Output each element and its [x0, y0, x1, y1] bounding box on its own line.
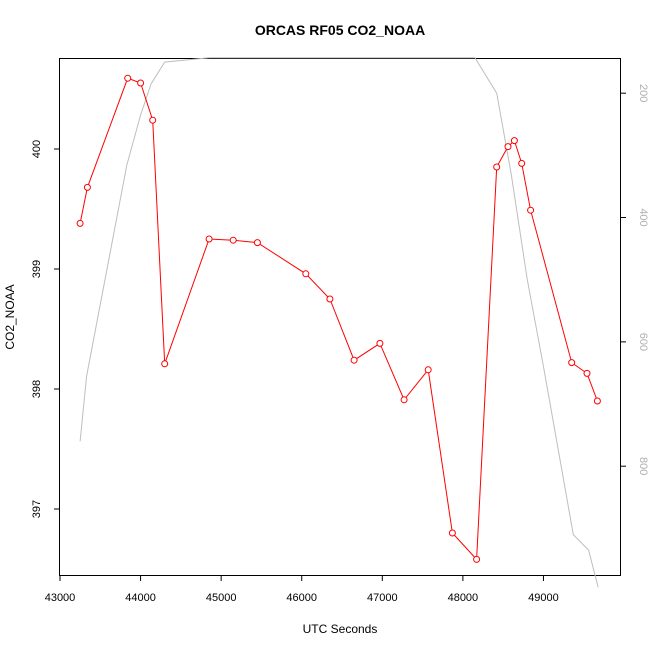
- co2-point: [593, 397, 601, 405]
- co2-point: [473, 555, 481, 563]
- co2-point: [229, 236, 237, 244]
- co2-point: [510, 137, 518, 145]
- y-tick-label: 400: [31, 140, 43, 158]
- co2-point: [205, 235, 213, 243]
- y2-tick-label: 400: [637, 208, 649, 226]
- series-points: [76, 74, 601, 563]
- y-axis-label: CO2_NOAA: [3, 284, 17, 349]
- x-tick-label: 48000: [448, 592, 479, 604]
- x-tick-label: 49000: [528, 592, 559, 604]
- co2-point: [493, 163, 501, 171]
- y-tick-label: 398: [31, 380, 43, 398]
- co2-point: [161, 360, 169, 368]
- co2-point: [253, 239, 261, 247]
- co2-point: [83, 183, 91, 191]
- x-axis-label: UTC Seconds: [303, 622, 378, 636]
- y2-tick-label: 800: [637, 457, 649, 475]
- co2-point: [124, 74, 132, 82]
- x-tick-label: 44000: [125, 592, 156, 604]
- y-tick-label: 399: [31, 260, 43, 278]
- co2-point: [376, 339, 384, 347]
- co2-point: [400, 396, 408, 404]
- co2-point: [568, 359, 576, 367]
- x-tick-label: 43000: [45, 592, 76, 604]
- co2-point: [302, 270, 310, 278]
- co2-point: [504, 143, 512, 151]
- plot-frame: [59, 58, 621, 576]
- co2-point: [149, 116, 157, 124]
- axes: 43000 44000 45000 46000 47000 48000 49000 397 39…: [31, 84, 649, 604]
- co2-point: [583, 369, 591, 377]
- x-tick-label: 46000: [286, 592, 317, 604]
- co2-point: [527, 206, 535, 214]
- co2-point: [424, 366, 432, 374]
- co2-point: [76, 219, 84, 227]
- x-tick-label: 45000: [206, 592, 237, 604]
- co2-point: [518, 159, 526, 167]
- chart-title: ORCAS RF05 CO2_NOAA: [255, 22, 425, 38]
- co2-point: [137, 79, 145, 87]
- y2-tick-label: 200: [637, 84, 649, 102]
- co2-point: [448, 529, 456, 537]
- y2-tick-label: 600: [637, 333, 649, 351]
- co2-point: [326, 295, 334, 303]
- co2-point: [350, 356, 358, 364]
- x-tick-label: 47000: [367, 592, 398, 604]
- y-tick-label: 397: [31, 500, 43, 518]
- pressure-line: [79, 57, 599, 588]
